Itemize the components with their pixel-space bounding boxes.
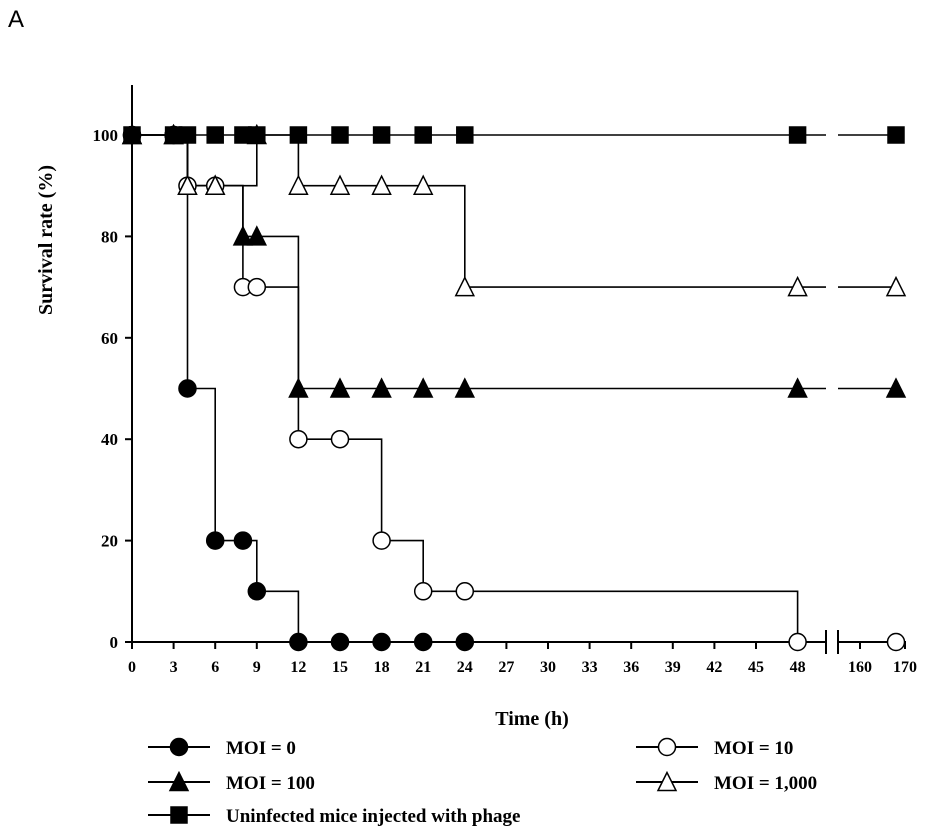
data-point [372, 126, 391, 144]
legend-label: MOI = 10 [714, 738, 793, 759]
legend-label: MOI = 1,000 [714, 773, 817, 794]
series-line [132, 134, 465, 643]
data-point [413, 582, 433, 601]
data-point [885, 275, 907, 297]
data-point [246, 225, 268, 246]
legend-marker [656, 770, 678, 792]
x-tick-label: 3 [170, 659, 178, 676]
legend-marker [168, 770, 190, 792]
data-point [233, 531, 253, 550]
legend-label: MOI = 0 [226, 738, 296, 759]
x-tick-label: 48 [790, 659, 806, 676]
data-point [454, 377, 476, 398]
data-point [204, 174, 226, 195]
series-line [132, 134, 826, 390]
data-point [248, 126, 266, 144]
data-point [371, 174, 392, 195]
y-tick-label: 40 [101, 430, 118, 449]
x-tick-label: 45 [748, 659, 764, 676]
x-tick-label: 170 [893, 659, 917, 676]
legend-marker [169, 737, 189, 757]
legend-marker [657, 737, 677, 757]
data-point [331, 126, 349, 144]
data-point [205, 531, 225, 550]
x-tick-label: 15 [332, 659, 348, 676]
data-point [289, 632, 308, 652]
data-point [412, 174, 434, 195]
series-line [132, 134, 826, 288]
data-point [787, 275, 808, 297]
data-point [412, 377, 434, 398]
data-point [455, 582, 475, 601]
data-point [414, 126, 432, 144]
data-point [788, 632, 807, 652]
x-tick-label: 36 [623, 659, 639, 676]
y-tick-label: 20 [101, 532, 118, 551]
data-point [372, 531, 391, 550]
data-point [247, 277, 267, 297]
data-point [455, 632, 475, 652]
y-tick-label: 100 [93, 126, 119, 145]
series-lines [132, 134, 896, 643]
data-point [413, 632, 433, 652]
data-point [454, 275, 476, 297]
data-point [177, 174, 198, 195]
data-point [178, 379, 197, 398]
data-point [887, 126, 905, 144]
x-tick-label: 9 [253, 659, 261, 676]
series-markers [121, 123, 907, 652]
x-tick-label: 24 [457, 659, 473, 676]
data-point [288, 377, 309, 398]
legend-marker [170, 806, 188, 824]
y-axis-label: Survival rate (%) [35, 165, 57, 315]
x-tick-label: 160 [848, 659, 872, 676]
data-point [289, 429, 308, 449]
data-point [329, 377, 351, 398]
x-tick-label: 30 [540, 659, 556, 676]
x-axis-label: Time (h) [495, 708, 569, 730]
data-point [330, 429, 350, 449]
x-tick-label: 39 [665, 659, 681, 676]
legend: MOI = 0 MOI = 10 MOI = 100 MOI = 1,000 Uninf… [148, 737, 817, 827]
y-tick-label: 60 [101, 329, 118, 348]
x-tick-label: 12 [290, 659, 306, 676]
data-point [372, 632, 391, 652]
data-point [206, 126, 224, 144]
data-point [329, 174, 351, 195]
x-tick-label: 27 [498, 659, 514, 676]
legend-label: Uninfected mice injected with phage [226, 806, 520, 827]
data-point [247, 582, 267, 601]
data-point [456, 126, 474, 144]
y-tick-label: 0 [110, 633, 119, 652]
data-point [885, 377, 907, 398]
data-point [289, 126, 308, 144]
data-point [232, 225, 254, 246]
x-tick-label: 0 [128, 659, 136, 676]
data-point [330, 632, 350, 652]
data-point [787, 377, 808, 398]
x-tick-label: 18 [374, 659, 390, 676]
data-point [123, 126, 141, 144]
data-point [371, 377, 392, 398]
data-point [178, 126, 197, 144]
x-tick-label: 33 [582, 659, 598, 676]
data-point [288, 174, 309, 195]
x-tick-label: 21 [415, 659, 431, 676]
data-point [886, 632, 906, 652]
y-tick-label: 80 [101, 227, 118, 246]
x-tick-label: 42 [706, 659, 722, 676]
panel-label: A [8, 6, 25, 33]
legend-label: MOI = 100 [226, 773, 315, 794]
data-point [788, 126, 807, 144]
x-tick-label: 6 [211, 659, 219, 676]
